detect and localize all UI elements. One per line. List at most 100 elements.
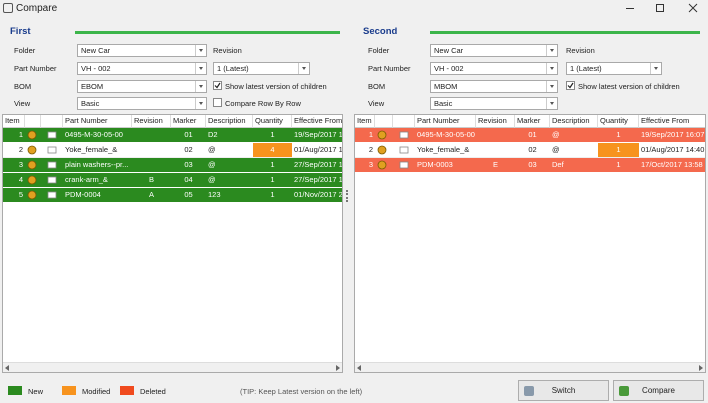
heading-rule bbox=[75, 31, 340, 34]
checkbox-label: Show latest version of children bbox=[225, 82, 327, 91]
dropdown[interactable]: New Car bbox=[430, 44, 558, 57]
dropdown[interactable]: VH - 002 bbox=[430, 62, 558, 75]
table-row[interactable]: 2 Yoke_female_& 02 @4 01/Aug/2017 14 bbox=[3, 143, 342, 158]
dropdown[interactable]: VH - 002 bbox=[77, 62, 207, 75]
dropdown-value: MBOM bbox=[434, 82, 458, 91]
dropdown[interactable]: MBOM bbox=[430, 80, 558, 93]
legend-swatch bbox=[120, 386, 134, 395]
row-icons bbox=[27, 190, 57, 200]
revision-label: Revision bbox=[566, 46, 595, 55]
scroll-left[interactable] bbox=[5, 365, 9, 371]
row-icons bbox=[377, 160, 409, 170]
dropdown-arrow[interactable] bbox=[546, 63, 557, 74]
table-cell: 17/Oct/2017 13:58 bbox=[641, 160, 703, 169]
field-label: View bbox=[368, 99, 385, 108]
table-row[interactable]: 3 PDM-0003 E 03 Def 1 17/Oct/2017 13:58 bbox=[355, 158, 705, 173]
scroll-right[interactable] bbox=[699, 365, 703, 371]
revision-label: Revision bbox=[213, 46, 242, 55]
table-cell: 1 bbox=[616, 160, 621, 169]
table-cell: 1 bbox=[598, 143, 639, 157]
table-row[interactable]: 1 0495-M-30-05-00 01 @1 19/Sep/2017 16:07 bbox=[355, 128, 705, 143]
minimize-button[interactable] bbox=[626, 8, 634, 9]
table-cell: @ bbox=[208, 145, 216, 154]
table-row[interactable]: 4 crank-arm_& B 04 @1 27/Sep/2017 1 bbox=[3, 173, 342, 188]
dropdown-arrow[interactable] bbox=[195, 81, 206, 92]
table-cell: 05 bbox=[184, 190, 193, 199]
legend-label: Deleted bbox=[140, 387, 166, 396]
table-cell: crank-arm_& bbox=[65, 175, 108, 184]
table-cell: @ bbox=[552, 130, 560, 139]
table-cell: 4 bbox=[253, 143, 292, 157]
checkbox[interactable] bbox=[213, 81, 222, 90]
revision-dropdown[interactable]: 1 (Latest) bbox=[213, 62, 310, 75]
column-header: Quantity bbox=[598, 115, 639, 128]
column-header bbox=[25, 115, 41, 128]
table-cell: D2 bbox=[208, 130, 218, 139]
dropdown[interactable]: EBOM bbox=[77, 80, 207, 93]
button-label: Compare bbox=[642, 386, 675, 395]
row-icons bbox=[27, 145, 57, 155]
column-header: Revision bbox=[132, 115, 171, 128]
table-cell: 03 bbox=[184, 160, 193, 169]
check-mark bbox=[214, 82, 221, 89]
maximize-button[interactable] bbox=[656, 4, 664, 12]
field-label: Folder bbox=[14, 46, 36, 55]
button-icon bbox=[619, 386, 629, 396]
dropdown-arrow[interactable] bbox=[650, 63, 661, 74]
heading-rule bbox=[430, 31, 700, 34]
dropdown-arrow[interactable] bbox=[546, 45, 557, 56]
table-cell: 02 bbox=[528, 145, 537, 154]
dropdown-arrow[interactable] bbox=[546, 98, 557, 109]
table-cell: 1 bbox=[368, 130, 373, 139]
column-header: Description bbox=[206, 115, 253, 128]
action-button[interactable]: Switch bbox=[518, 380, 609, 401]
row-icons bbox=[377, 145, 409, 155]
row-icons bbox=[27, 130, 57, 140]
table-cell: Def bbox=[552, 160, 564, 169]
table-cell bbox=[476, 143, 515, 157]
dropdown-arrow[interactable] bbox=[195, 63, 206, 74]
table-row[interactable]: 1 0495-M-30-05-00 01 D2 1 19/Sep/2017 1 bbox=[3, 128, 343, 143]
scroll-right[interactable] bbox=[336, 365, 340, 371]
horizontal-scrollbar[interactable] bbox=[3, 362, 342, 372]
field-label: View bbox=[14, 99, 31, 108]
table-cell: PDM-0003 bbox=[417, 160, 453, 169]
dropdown[interactable]: Basic bbox=[77, 97, 207, 110]
action-button[interactable]: Compare bbox=[613, 380, 704, 401]
dropdown-arrow[interactable] bbox=[546, 81, 557, 92]
column-header: Quantity bbox=[253, 115, 292, 128]
table-cell: 19/Sep/2017 1 bbox=[294, 130, 343, 139]
table-cell: 19/Sep/2017 16:07 bbox=[641, 130, 705, 139]
table-cell: Yoke_female_& bbox=[417, 145, 470, 154]
field-label: BOM bbox=[14, 82, 32, 91]
dropdown-arrow[interactable] bbox=[195, 45, 206, 56]
column-header: Revision bbox=[476, 115, 515, 128]
dropdown[interactable]: New Car bbox=[77, 44, 207, 57]
legend-swatch bbox=[8, 386, 22, 395]
legend-label: New bbox=[28, 387, 44, 396]
dropdown-arrow[interactable] bbox=[298, 63, 309, 74]
table-cell: @ bbox=[552, 145, 560, 154]
splitter[interactable] bbox=[346, 190, 348, 202]
bom-table: Item Part Number Revision Marker Description… bbox=[354, 114, 706, 373]
dropdown[interactable]: Basic bbox=[430, 97, 558, 110]
table-cell: 0495-M-30-05-00 bbox=[65, 130, 123, 139]
checkbox[interactable] bbox=[566, 81, 575, 90]
horizontal-scrollbar[interactable] bbox=[355, 362, 705, 372]
table-cell: 0495-M-30-05-00 bbox=[417, 130, 475, 139]
dropdown-value: Basic bbox=[434, 99, 453, 108]
table-cell: plain washers--pr... bbox=[65, 160, 129, 169]
dropdown-arrow[interactable] bbox=[195, 98, 206, 109]
checkbox[interactable] bbox=[213, 98, 222, 107]
table-row[interactable]: 2 Yoke_female_& 02 @1 01/Aug/2017 14:40 bbox=[355, 143, 705, 158]
table-cell: 123 bbox=[208, 190, 221, 199]
tip-text: (TIP: Keep Latest version on the left) bbox=[240, 387, 363, 396]
table-cell: 01 bbox=[528, 130, 537, 139]
checkbox-label: Compare Row By Row bbox=[225, 99, 301, 108]
dropdown-value: 1 (Latest) bbox=[217, 64, 249, 73]
close-button[interactable] bbox=[688, 3, 698, 13]
scroll-left[interactable] bbox=[357, 365, 361, 371]
revision-dropdown[interactable]: 1 (Latest) bbox=[566, 62, 662, 75]
table-row[interactable]: 5 PDM-0004 A 05 123 1 01/Nov/2017 2 bbox=[3, 188, 342, 203]
table-row[interactable]: 3 plain washers--pr... 03 @1 27/Sep/2017 1 bbox=[3, 158, 342, 173]
